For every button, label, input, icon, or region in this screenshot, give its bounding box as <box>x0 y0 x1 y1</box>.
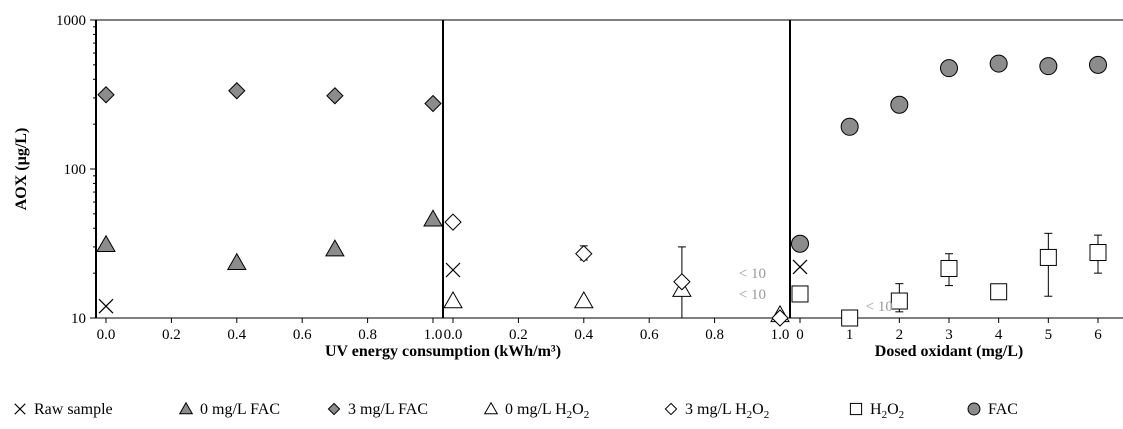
legend-item: H2O2 <box>849 401 904 421</box>
x-tick-label: 0.6 <box>293 327 312 343</box>
error-bars <box>579 232 1102 319</box>
data-point-fac0 <box>226 252 247 270</box>
legend-item: 3 mg/L H2O2 <box>664 401 769 421</box>
data-point-h2o2_dose <box>990 283 1008 301</box>
data-point-raw <box>445 262 461 278</box>
data-point-fac3 <box>97 86 115 104</box>
data-point-h2o2_dose <box>791 285 809 303</box>
data-point-fac0 <box>325 239 345 257</box>
data-point-raw <box>792 259 808 275</box>
legend-item: Raw sample <box>14 401 113 418</box>
data-point-fac_dose <box>989 54 1008 73</box>
legend-label: H2O2 <box>870 401 904 421</box>
data-point-h2o2_3 <box>673 273 691 291</box>
data-point-fac0 <box>423 209 443 227</box>
y-tick-label: 10 <box>71 311 86 327</box>
data-point-fac3 <box>228 82 246 100</box>
annotation-lt10: < 10 <box>739 266 766 282</box>
annotation-lt10: < 10 <box>866 299 893 315</box>
data-point-h2o2_0 <box>573 291 594 309</box>
legend-marker-icon <box>327 402 341 416</box>
data-point-fac_dose <box>840 117 859 136</box>
legend-marker-icon <box>483 401 499 415</box>
data-point-h2o2_dose <box>841 309 859 327</box>
annotation-lt10: < 10 <box>739 287 766 303</box>
data-point-h2o2_dose <box>1089 244 1107 262</box>
data-points <box>96 54 1107 327</box>
legend-item: 0 mg/L H2O2 <box>483 401 589 421</box>
x-tick-label: 0.2 <box>162 327 181 343</box>
legend: Raw sample 0 mg/L FAC 3 mg/L FAC 0 mg/L H2O… <box>14 401 1018 421</box>
legend-item: FAC <box>967 401 1018 418</box>
x-tick-label: 2 <box>896 327 904 343</box>
x-tick-label: 0.2 <box>509 327 528 343</box>
x-axis-title: UV energy consumption (kWh/m³) <box>325 343 561 360</box>
data-point-fac_dose <box>1039 57 1058 76</box>
legend-label: 3 mg/L FAC <box>348 401 428 418</box>
legend-label: FAC <box>988 401 1018 418</box>
legend-item: 3 mg/L FAC <box>327 401 428 418</box>
data-point-fac_dose <box>1089 55 1107 74</box>
x-tick-label: 0.0 <box>97 327 116 343</box>
x-tick-label: 6 <box>1094 327 1102 343</box>
x-tick-label: 3 <box>945 327 953 343</box>
y-tick-label: 1000 <box>56 13 86 29</box>
data-point-fac0 <box>96 234 116 253</box>
legend-marker-icon <box>849 402 863 416</box>
x-tick-label: 0 <box>796 327 804 343</box>
legend-label: 0 mg/L H2O2 <box>505 401 589 421</box>
data-point-fac_dose <box>791 234 809 253</box>
data-point-h2o2_3 <box>771 309 789 327</box>
legend-marker-icon <box>967 402 981 416</box>
legend-label: 0 mg/L FAC <box>200 401 280 418</box>
legend-marker-icon <box>664 402 678 416</box>
x-tick-label: 1 <box>846 327 854 343</box>
data-point-h2o2_3 <box>444 213 462 231</box>
data-point-fac_dose <box>890 95 909 114</box>
annotations: < 10 < 10 < 10 <box>739 266 893 315</box>
legend-marker-icon <box>14 403 26 415</box>
x-tick-label: 0.0 <box>444 327 463 343</box>
x-tick-label: 1.0 <box>424 327 443 343</box>
y-axis: 10 100 1000 AOX (µg/L) <box>13 13 96 327</box>
x-tick-label: 5 <box>1045 327 1053 343</box>
x-tick-label: 0.4 <box>227 327 246 343</box>
data-point-h2o2_dose <box>890 292 908 310</box>
data-point-h2o2_3 <box>575 245 593 263</box>
legend-label: Raw sample <box>34 401 113 418</box>
y-axis-title: AOX (µg/L) <box>13 128 30 211</box>
x-tick-label: 4 <box>995 327 1003 343</box>
data-point-h2o2_0 <box>443 291 463 309</box>
legend-label: 3 mg/L H2O2 <box>685 401 769 421</box>
legend-marker-icon <box>178 401 194 415</box>
x-tick-label: 0.8 <box>705 327 724 343</box>
data-point-h2o2_dose <box>940 259 958 277</box>
data-point-raw <box>98 298 114 314</box>
x-tick-label: 1.0 <box>771 327 790 343</box>
x-tick-label: 0.6 <box>640 327 659 343</box>
data-point-h2o2_dose <box>1039 248 1057 266</box>
data-point-fac_dose <box>940 59 958 78</box>
plot-frame <box>95 19 1123 319</box>
x-tick-label: 0.8 <box>358 327 377 343</box>
data-point-fac3 <box>326 87 344 105</box>
x-axes: 0.0 0.2 0.4 0.6 0.8 1.0 0.0 0.2 0.4 0.6 0.8 1.0 0 1 2 3… <box>97 318 1102 360</box>
x-tick-label: 0.4 <box>574 327 593 343</box>
y-tick-label: 100 <box>64 162 87 178</box>
data-point-fac3 <box>424 94 442 113</box>
legend-item: 0 mg/L FAC <box>178 401 280 418</box>
x-axis-title: Dosed oxidant (mg/L) <box>875 343 1023 360</box>
